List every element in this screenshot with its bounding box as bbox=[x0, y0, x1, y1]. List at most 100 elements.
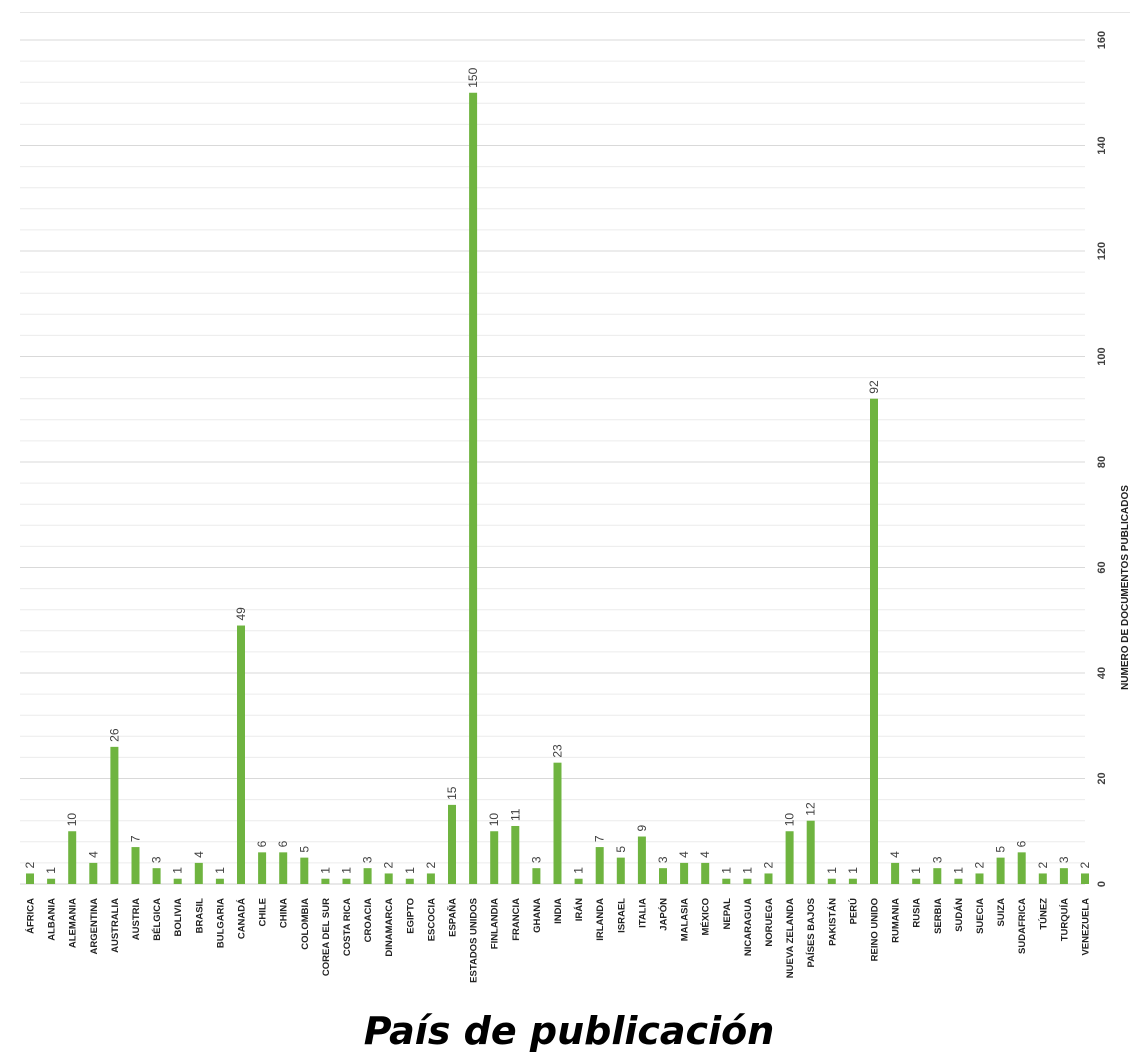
bar-sudafrica bbox=[1017, 852, 1026, 884]
x-tick-label: CANADÁ bbox=[237, 898, 248, 939]
data-label: 5 bbox=[614, 846, 628, 853]
data-label: 1 bbox=[44, 867, 58, 874]
x-tick-label: FINLANDIA bbox=[490, 898, 501, 949]
bar-nepal bbox=[722, 878, 731, 884]
bar-bolivia bbox=[173, 878, 182, 884]
x-tick-label: AUSTRALIA bbox=[110, 898, 121, 953]
data-label: 1 bbox=[572, 867, 586, 874]
data-label: 150 bbox=[466, 67, 480, 87]
x-tick-label: SUDAFRICA bbox=[1017, 898, 1028, 954]
y-tick-label: 140 bbox=[1096, 136, 1108, 154]
bar-noruega bbox=[764, 873, 773, 884]
bar-albania bbox=[47, 878, 56, 884]
x-tick-label: VENEZUELA bbox=[1081, 898, 1092, 956]
bars bbox=[26, 92, 1089, 884]
y-tick-label: 20 bbox=[1096, 772, 1108, 784]
x-tick-label: TURQUÍA bbox=[1059, 898, 1070, 941]
gridlines bbox=[20, 39, 1085, 864]
x-tick-label: PAÍSES BAJOS bbox=[806, 898, 817, 968]
y-tick-label: 120 bbox=[1096, 242, 1108, 260]
x-tick-label: ISRAEL bbox=[616, 898, 627, 933]
data-label: 1 bbox=[909, 867, 923, 874]
bar-australia bbox=[110, 746, 119, 884]
x-tick-label: SUECIA bbox=[975, 898, 986, 934]
data-label: 10 bbox=[487, 813, 501, 827]
x-tick-label: BOLIVIA bbox=[173, 898, 184, 937]
data-label: 1 bbox=[951, 867, 965, 874]
data-label: 1 bbox=[825, 867, 839, 874]
data-label: 26 bbox=[107, 728, 121, 742]
data-label: 2 bbox=[762, 861, 776, 868]
x-axis-title: País de publicación bbox=[363, 1009, 775, 1053]
x-tick-label: BÉLGICA bbox=[152, 898, 163, 941]
data-label: 6 bbox=[1015, 840, 1029, 847]
bar-malasia bbox=[680, 862, 689, 884]
y-tick-label: 60 bbox=[1096, 561, 1108, 573]
data-label: 4 bbox=[698, 851, 712, 858]
x-tick-label: NEPAL bbox=[722, 898, 733, 930]
x-tick-label: INDIA bbox=[553, 898, 564, 924]
x-tick-label: MÉXICO bbox=[701, 898, 712, 935]
bar-áfrica bbox=[26, 873, 34, 884]
data-label: 3 bbox=[1057, 856, 1071, 863]
x-tick-label: COSTA RICA bbox=[342, 898, 353, 956]
x-tick-label: NORUEGA bbox=[764, 898, 775, 947]
data-label: 6 bbox=[255, 840, 269, 847]
x-tick-label: EGIPTO bbox=[405, 898, 416, 934]
data-label: 12 bbox=[804, 802, 818, 816]
x-tick-label: AUSTRIA bbox=[131, 898, 142, 940]
x-tick-label: ALBANIA bbox=[47, 898, 58, 941]
data-label: 9 bbox=[635, 825, 649, 832]
bar-bulgaria bbox=[215, 878, 224, 884]
x-tick-label: FRANCIA bbox=[511, 898, 522, 941]
bar-nicaragua bbox=[743, 878, 752, 884]
x-tick-label: MALASIA bbox=[680, 898, 691, 941]
x-tick-label: REINO UNIDO bbox=[870, 898, 881, 961]
x-tick-label: PERÚ bbox=[847, 898, 859, 925]
bar-venezuela bbox=[1081, 873, 1089, 884]
data-label: 1 bbox=[719, 867, 733, 874]
x-tick-label: CHILE bbox=[258, 898, 269, 927]
bar-sudán bbox=[954, 878, 963, 884]
bar-rusia bbox=[912, 878, 921, 884]
data-label: 1 bbox=[171, 867, 185, 874]
x-tick-label: ITALIA bbox=[637, 898, 648, 928]
x-tick-label: BRASIL bbox=[194, 898, 205, 934]
data-label: 2 bbox=[382, 861, 396, 868]
bar-turquía bbox=[1059, 868, 1068, 884]
data-label: 1 bbox=[403, 867, 417, 874]
bar-argentina bbox=[89, 862, 98, 884]
x-tick-label: ÁFRICA bbox=[26, 898, 37, 934]
data-label: 3 bbox=[150, 856, 164, 863]
bar-croacia bbox=[363, 868, 372, 884]
x-tick-label: BULGARIA bbox=[215, 898, 226, 948]
data-label: 10 bbox=[65, 813, 79, 827]
bar-brasil bbox=[194, 862, 203, 884]
x-tick-label: TÚNEZ bbox=[1037, 898, 1049, 930]
data-label: 4 bbox=[677, 851, 691, 858]
data-label: 3 bbox=[930, 856, 944, 863]
bar-japón bbox=[659, 868, 667, 884]
x-tick-label: NICARAGUA bbox=[743, 898, 754, 956]
x-tick-label: PAKISTÁN bbox=[827, 898, 838, 946]
x-tick-label: JAPÓN bbox=[658, 898, 670, 931]
data-label: 3 bbox=[361, 856, 375, 863]
x-tick-labels: ÁFRICA ALBANIA ALEMANIA ARGENTINA AUSTRALIA A… bbox=[26, 898, 1092, 983]
bar-canadá bbox=[237, 625, 245, 884]
x-tick-label: CHINA bbox=[279, 898, 290, 928]
y-tick-label: 160 bbox=[1096, 31, 1108, 49]
bar-suiza bbox=[996, 857, 1005, 884]
bar-israel bbox=[616, 857, 625, 884]
x-tick-label: IRLANDA bbox=[595, 898, 606, 941]
data-label: 3 bbox=[529, 856, 543, 863]
y-tick-label: 0 bbox=[1096, 881, 1108, 887]
bar-serbia bbox=[933, 868, 942, 884]
x-tick-label: COREA DEL SUR bbox=[321, 898, 332, 976]
data-label: 49 bbox=[234, 607, 248, 621]
bar-españa bbox=[448, 804, 456, 884]
data-label: 4 bbox=[86, 851, 100, 858]
data-label: 7 bbox=[593, 835, 607, 842]
